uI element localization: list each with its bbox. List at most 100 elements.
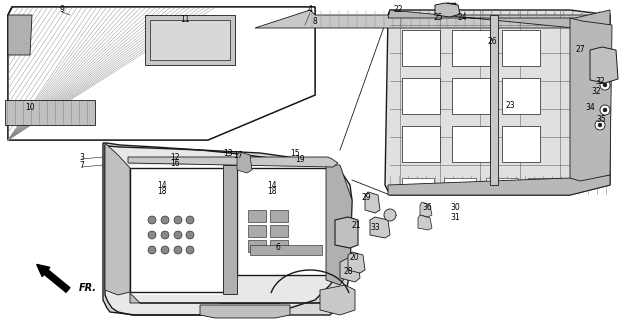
Text: 6: 6 bbox=[276, 243, 280, 253]
Text: 17: 17 bbox=[233, 151, 243, 160]
Polygon shape bbox=[255, 10, 610, 28]
Polygon shape bbox=[128, 157, 338, 167]
Text: 23: 23 bbox=[505, 100, 515, 109]
Circle shape bbox=[161, 246, 169, 254]
Text: 13: 13 bbox=[223, 149, 233, 158]
Polygon shape bbox=[5, 100, 95, 125]
Text: 20: 20 bbox=[349, 253, 359, 262]
Bar bbox=[270, 225, 288, 237]
Text: 3: 3 bbox=[79, 152, 84, 161]
Polygon shape bbox=[435, 3, 460, 17]
Bar bbox=[248, 210, 266, 222]
Text: 8: 8 bbox=[312, 18, 317, 26]
Polygon shape bbox=[388, 175, 610, 195]
Bar bbox=[452, 78, 490, 114]
Polygon shape bbox=[223, 165, 237, 294]
Circle shape bbox=[186, 246, 194, 254]
Bar bbox=[502, 30, 540, 66]
Text: 32: 32 bbox=[591, 87, 601, 97]
Circle shape bbox=[603, 83, 607, 87]
Text: 29: 29 bbox=[361, 192, 371, 202]
Text: FR.: FR. bbox=[79, 283, 97, 293]
Text: 35: 35 bbox=[596, 115, 606, 124]
Text: 32: 32 bbox=[595, 78, 605, 86]
Polygon shape bbox=[370, 217, 390, 238]
Bar bbox=[502, 78, 540, 114]
Circle shape bbox=[384, 209, 396, 221]
Polygon shape bbox=[326, 165, 352, 285]
Text: 25: 25 bbox=[433, 13, 443, 23]
Circle shape bbox=[600, 80, 610, 90]
Polygon shape bbox=[320, 285, 355, 315]
Circle shape bbox=[174, 216, 182, 224]
Bar bbox=[402, 30, 440, 66]
Polygon shape bbox=[340, 258, 360, 282]
Polygon shape bbox=[237, 152, 252, 173]
Bar bbox=[237, 165, 327, 275]
Polygon shape bbox=[365, 192, 380, 213]
Polygon shape bbox=[335, 217, 358, 248]
Circle shape bbox=[595, 120, 605, 130]
Circle shape bbox=[598, 123, 602, 127]
Polygon shape bbox=[8, 7, 315, 140]
Polygon shape bbox=[145, 15, 235, 65]
Bar bbox=[248, 225, 266, 237]
Polygon shape bbox=[150, 20, 230, 60]
Polygon shape bbox=[8, 15, 32, 55]
Text: 9: 9 bbox=[60, 5, 65, 14]
Text: 18: 18 bbox=[268, 188, 276, 197]
Bar bbox=[402, 78, 440, 114]
Text: 21: 21 bbox=[351, 220, 361, 229]
Polygon shape bbox=[130, 293, 328, 303]
Text: 15: 15 bbox=[290, 149, 300, 158]
Bar bbox=[452, 30, 490, 66]
Text: 36: 36 bbox=[422, 204, 432, 212]
Text: 4: 4 bbox=[308, 5, 312, 14]
Circle shape bbox=[174, 246, 182, 254]
Polygon shape bbox=[570, 18, 612, 181]
Text: 10: 10 bbox=[25, 103, 35, 113]
Polygon shape bbox=[348, 252, 365, 273]
FancyArrow shape bbox=[36, 264, 70, 292]
Polygon shape bbox=[420, 202, 432, 217]
Text: 14: 14 bbox=[267, 181, 277, 189]
Polygon shape bbox=[385, 10, 610, 195]
Text: 7: 7 bbox=[79, 160, 84, 169]
Polygon shape bbox=[8, 7, 315, 140]
Text: 31: 31 bbox=[450, 212, 460, 221]
Circle shape bbox=[148, 246, 156, 254]
Circle shape bbox=[148, 216, 156, 224]
Bar bbox=[402, 126, 440, 162]
Polygon shape bbox=[490, 15, 498, 185]
Text: 22: 22 bbox=[393, 5, 403, 14]
Text: 27: 27 bbox=[575, 46, 585, 55]
Polygon shape bbox=[105, 145, 340, 315]
Bar bbox=[248, 240, 266, 252]
Circle shape bbox=[603, 108, 607, 112]
Circle shape bbox=[161, 231, 169, 239]
Polygon shape bbox=[200, 305, 290, 318]
Bar bbox=[502, 126, 540, 162]
Polygon shape bbox=[103, 143, 352, 315]
Bar bbox=[452, 126, 490, 162]
Text: 34: 34 bbox=[585, 102, 595, 112]
Polygon shape bbox=[105, 143, 130, 295]
Polygon shape bbox=[590, 47, 618, 83]
Text: 18: 18 bbox=[157, 188, 167, 197]
Text: 28: 28 bbox=[343, 268, 353, 277]
Bar bbox=[402, 178, 434, 192]
Bar bbox=[486, 178, 518, 192]
Text: 30: 30 bbox=[450, 203, 460, 211]
Bar bbox=[444, 178, 476, 192]
Text: 24: 24 bbox=[457, 13, 467, 23]
Bar bbox=[528, 178, 560, 192]
Text: 12: 12 bbox=[170, 152, 180, 161]
Polygon shape bbox=[418, 215, 432, 230]
Text: 33: 33 bbox=[370, 224, 380, 233]
Circle shape bbox=[161, 216, 169, 224]
Circle shape bbox=[186, 231, 194, 239]
Text: 26: 26 bbox=[487, 38, 497, 47]
Text: 14: 14 bbox=[157, 181, 167, 189]
Polygon shape bbox=[388, 10, 610, 28]
Bar bbox=[270, 210, 288, 222]
